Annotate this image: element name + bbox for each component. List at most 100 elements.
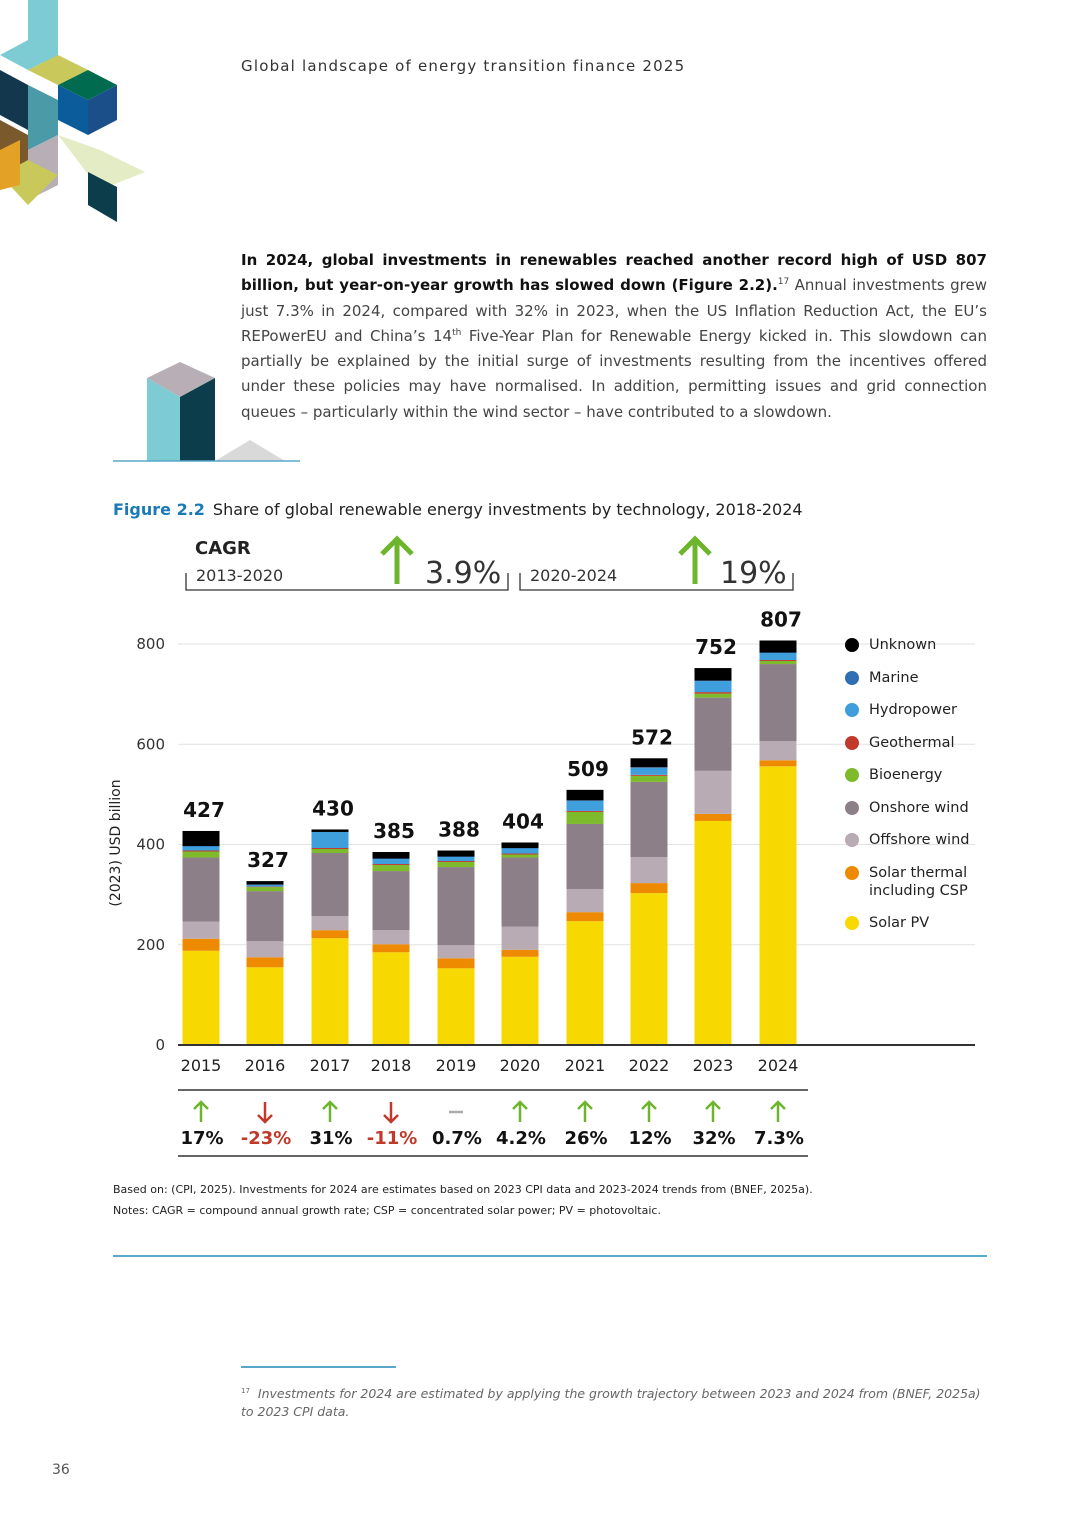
y-tick-label: 200 [136, 936, 165, 954]
footnote: 17 Investments for 2024 are estimated by … [241, 1382, 987, 1421]
total-label: 404 [502, 809, 544, 833]
bar-segment [566, 912, 604, 922]
growth-label: 31% [309, 1128, 352, 1149]
x-tick-label: 2019 [436, 1056, 477, 1075]
bar-segment [311, 848, 349, 850]
bar-segment [311, 930, 349, 939]
bar-segment [372, 930, 410, 945]
bar-segment [694, 668, 732, 681]
total-label: 385 [373, 819, 415, 843]
bar-segment [566, 810, 604, 812]
bar-segment [501, 926, 539, 950]
bar-segment [311, 831, 349, 849]
cagr-value: 19% [720, 556, 787, 591]
bar-segment [759, 760, 797, 767]
bar-segment [501, 848, 539, 854]
cagr-period: 2020-2024 [530, 566, 617, 585]
y-tick-label: 0 [155, 1036, 165, 1054]
bar-segment [694, 697, 732, 771]
bar-segment [630, 781, 668, 858]
growth-label: 26% [564, 1128, 607, 1149]
growth-arrow [257, 1102, 273, 1124]
x-tick-label: 2018 [371, 1056, 412, 1075]
legend-item: Solar PV [845, 914, 985, 932]
bar-segment [437, 958, 475, 969]
bar-segment [759, 661, 797, 665]
growth-label: 32% [692, 1128, 735, 1149]
total-label: 388 [438, 818, 480, 842]
bar-segment [630, 857, 668, 884]
y-tick-label: 400 [136, 836, 165, 854]
bar-segment [372, 852, 410, 859]
bar-segment [437, 862, 475, 868]
bar-segment [759, 664, 797, 742]
legend-item: Offshore wind [845, 831, 985, 849]
growth-label: 17% [180, 1128, 223, 1149]
cagr-title: CAGR [195, 538, 251, 559]
bar-segment [246, 967, 284, 1045]
legend-label: Offshore wind [869, 832, 970, 848]
growth-arrow [383, 1102, 399, 1124]
bar-segment [182, 950, 220, 1045]
cagr-period: 2013-2020 [196, 566, 283, 585]
cagr-arrow [380, 535, 414, 584]
bar-segment [311, 853, 349, 917]
paragraph-bold: In 2024, global investments in renewable… [241, 251, 987, 295]
bar-segment [372, 864, 410, 866]
bar-segment [437, 856, 475, 858]
bar-segment [694, 680, 732, 682]
bar-segment [759, 653, 797, 661]
bar-segment [501, 853, 539, 855]
bar-segment [372, 944, 410, 953]
legend-label: Hydropower [869, 702, 958, 718]
bar-segment [694, 681, 732, 693]
legend-swatch [845, 703, 859, 717]
bar-segment [501, 842, 539, 849]
bar-segment [630, 767, 668, 768]
legend-label: Onshore wind [869, 799, 969, 816]
bar-segment [246, 881, 284, 885]
bar-segment [630, 775, 668, 782]
bar-segment [437, 867, 475, 946]
bar-segment [566, 823, 604, 890]
bar-segment [182, 830, 220, 847]
figure-caption: Figure 2.2 Share of global renewable ener… [113, 500, 803, 519]
legend-label: Solar thermal including CSP [869, 864, 968, 899]
bar-segment [694, 692, 732, 694]
bar-segment [630, 767, 668, 775]
bar-segment [501, 854, 539, 858]
growth-arrow [193, 1100, 209, 1122]
bar-segment [182, 850, 220, 852]
x-tick-label: 2022 [629, 1056, 670, 1075]
growth-label: 4.2% [496, 1128, 546, 1149]
bar-segment [182, 857, 220, 922]
bar-segment [311, 829, 349, 832]
bar-segment [182, 846, 220, 851]
legend-swatch [845, 833, 859, 847]
bar-segment [694, 693, 732, 698]
legend-item: Hydropower [845, 701, 985, 719]
growth-label: 0.7% [432, 1128, 482, 1149]
bar-segment [311, 849, 349, 854]
total-label: 327 [247, 848, 289, 872]
bar-segment [372, 871, 410, 931]
bar-segment [372, 952, 410, 1045]
bar-segment [759, 741, 797, 761]
footnote-text: Investments for 2024 are estimated by ap… [241, 1386, 981, 1420]
bracket [185, 573, 509, 591]
bar-segment [437, 861, 475, 863]
legend-swatch [845, 916, 859, 930]
bar-segment [501, 956, 539, 1045]
bar-segment [182, 921, 220, 939]
total-label: 509 [567, 757, 609, 781]
legend-swatch [845, 638, 859, 652]
growth-arrow [641, 1100, 657, 1122]
y-tick-label: 800 [136, 635, 165, 653]
bar-segment [501, 857, 539, 927]
total-label: 430 [312, 796, 354, 820]
figure-title: Share of global renewable energy investm… [212, 500, 803, 519]
growth-arrow [705, 1100, 721, 1122]
x-tick-label: 2021 [565, 1056, 606, 1075]
bar-segment [630, 883, 668, 894]
